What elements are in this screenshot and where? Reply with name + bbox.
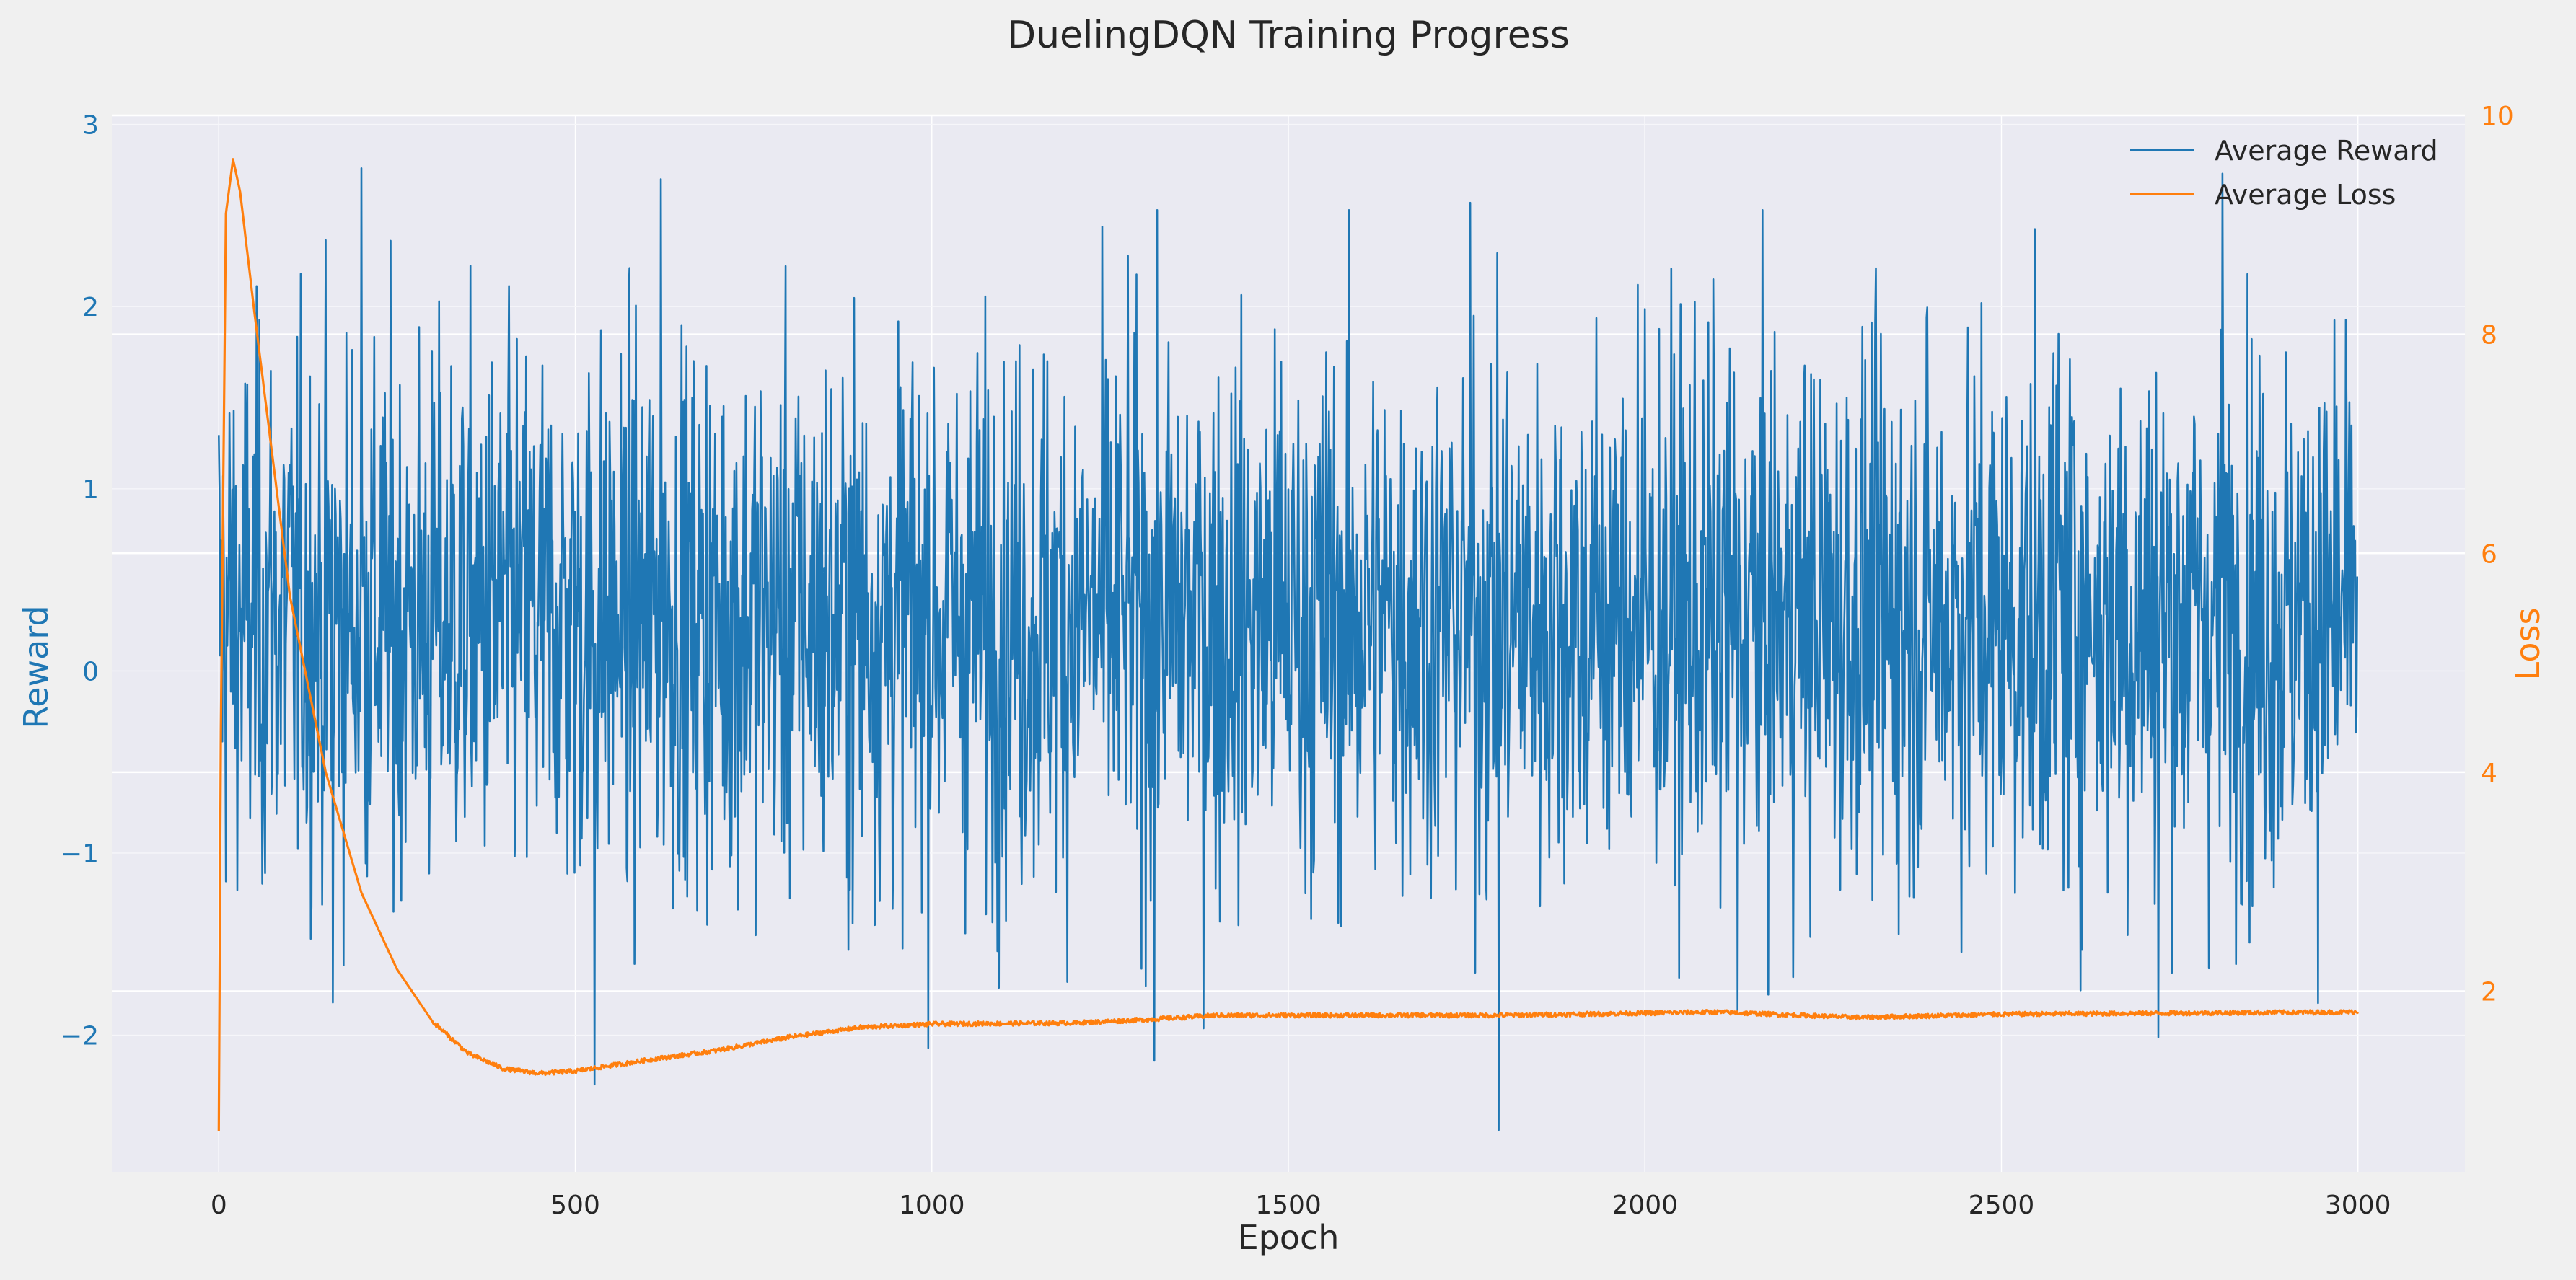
loss-data-point [575, 1070, 576, 1072]
left-tick-label: 0 [82, 657, 99, 687]
loss-data-point [504, 1068, 505, 1069]
loss-data-point [1715, 1011, 1717, 1012]
left-tick-labels: −2 −1 0 1 2 3 [61, 111, 99, 1051]
left-axis-label: Reward [17, 605, 56, 728]
right-tick-label: 10 [2481, 102, 2514, 131]
x-tick-label: 1500 [1255, 1191, 1322, 1220]
loss-data-point [232, 159, 234, 160]
loss-data-point [325, 772, 327, 773]
loss-data-point [860, 1027, 861, 1028]
loss-data-point [225, 213, 227, 215]
left-tick-label: −1 [61, 839, 99, 869]
x-tick-label: 2000 [1612, 1191, 1678, 1220]
x-tick-label: 0 [211, 1191, 227, 1220]
loss-data-point [289, 596, 291, 598]
right-tick-label: 8 [2481, 321, 2497, 350]
reward-series-line [218, 167, 2358, 1131]
loss-data-point [1502, 1015, 1503, 1016]
right-tick-label: 4 [2481, 759, 2497, 788]
loss-data-point [218, 1131, 219, 1132]
loss-data-point [788, 1036, 790, 1038]
loss-data-point [1858, 1017, 1860, 1018]
right-axis-label: Loss [2508, 608, 2547, 681]
loss-data-point [2357, 1011, 2359, 1012]
loss-data-point [931, 1023, 933, 1025]
x-tick-label: 3000 [2325, 1191, 2391, 1220]
loss-data-point [396, 968, 397, 970]
x-axis-label: Epoch [1238, 1218, 1340, 1257]
loss-data-point [1216, 1015, 1218, 1016]
loss-data-point [254, 312, 255, 313]
loss-data-point [432, 1021, 434, 1023]
loss-data-point [1074, 1023, 1076, 1024]
loss-data-point [467, 1053, 469, 1054]
loss-data-point [2001, 1013, 2003, 1015]
left-tick-label: 2 [82, 293, 99, 322]
right-tick-labels: 2 4 6 8 10 [2481, 102, 2514, 1007]
left-tick-label: −2 [61, 1022, 99, 1051]
x-tick-label: 1000 [899, 1191, 965, 1220]
x-tick-labels: 0 500 1000 1500 2000 2500 3000 [211, 1191, 2391, 1220]
loss-data-point [1288, 1015, 1289, 1016]
legend: Average Reward Average Loss [2130, 135, 2438, 211]
loss-data-point [646, 1059, 647, 1061]
right-tick-label: 2 [2481, 978, 2497, 1007]
loss-data-point [239, 191, 241, 193]
legend-label-loss: Average Loss [2215, 179, 2396, 211]
left-tick-label: 3 [82, 111, 99, 141]
x-tick-label: 500 [550, 1191, 600, 1220]
loss-data-point [271, 454, 273, 456]
chart-title: DuelingDQN Training Progress [1007, 14, 1570, 57]
loss-data-point [1145, 1019, 1146, 1020]
loss-data-point [220, 728, 221, 729]
loss-series-line [217, 158, 2360, 1131]
loss-data-point [717, 1050, 718, 1051]
legend-label-reward: Average Reward [2215, 135, 2438, 167]
loss-data-point [361, 892, 362, 893]
right-tick-label: 6 [2481, 539, 2497, 569]
left-tick-label: 1 [82, 475, 99, 505]
x-tick-label: 2500 [1969, 1191, 2035, 1220]
loss-data-point [539, 1072, 540, 1074]
